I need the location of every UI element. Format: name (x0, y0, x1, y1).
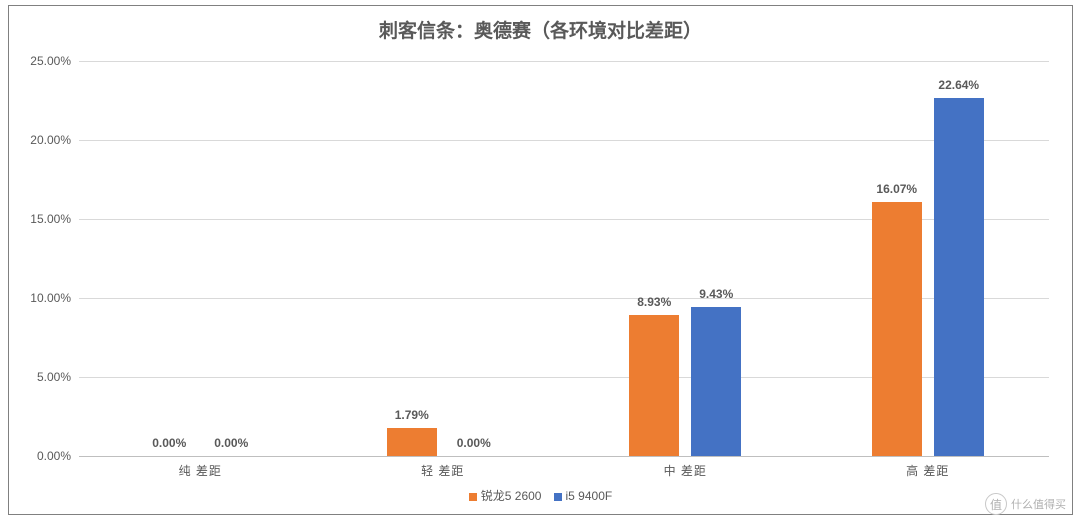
x-axis-label: 纯 差距 (179, 462, 222, 479)
legend-item: 锐龙5 2600 (469, 487, 542, 504)
chart-title: 刺客信条：奥德赛（各环境对比差距） (9, 16, 1072, 43)
bar: 16.07% (872, 202, 922, 456)
legend-swatch (554, 493, 562, 501)
y-axis-label: 15.00% (30, 212, 71, 226)
legend-swatch (469, 493, 477, 501)
y-axis-label: 20.00% (30, 133, 71, 147)
bar-value-label: 0.00% (152, 436, 186, 450)
bar-value-label: 0.00% (214, 436, 248, 450)
y-axis-label: 5.00% (37, 370, 71, 384)
y-axis-label: 10.00% (30, 291, 71, 305)
bar-value-label: 8.93% (637, 295, 671, 309)
legend-label: i5 9400F (566, 489, 613, 503)
watermark-badge: 值 (985, 493, 1007, 515)
bar-value-label: 16.07% (876, 182, 917, 196)
x-axis-label: 高 差距 (906, 462, 949, 479)
bar-value-label: 9.43% (699, 287, 733, 301)
plot-area: 0.00%5.00%10.00%15.00%20.00%25.00%纯 差距0.… (79, 61, 1049, 456)
bar: 1.79% (387, 428, 437, 456)
bar: 8.93% (629, 315, 679, 456)
gridline (79, 61, 1049, 62)
y-axis-label: 0.00% (37, 449, 71, 463)
y-axis-label: 25.00% (30, 54, 71, 68)
watermark-text: 什么值得买 (1011, 496, 1066, 512)
chart-container: 刺客信条：奥德赛（各环境对比差距） 0.00%5.00%10.00%15.00%… (8, 5, 1073, 515)
bar-value-label: 1.79% (395, 408, 429, 422)
bar: 22.64% (934, 98, 984, 456)
legend: 锐龙5 2600 i5 9400F (9, 487, 1072, 504)
legend-item: i5 9400F (554, 489, 613, 503)
bar-value-label: 22.64% (938, 78, 979, 92)
gridline (79, 456, 1049, 457)
watermark: 值 什么值得买 (985, 493, 1066, 515)
gridline (79, 140, 1049, 141)
x-axis-label: 中 差距 (664, 462, 707, 479)
legend-label: 锐龙5 2600 (481, 489, 542, 503)
x-axis-label: 轻 差距 (421, 462, 464, 479)
bar-value-label: 0.00% (457, 436, 491, 450)
bar: 9.43% (691, 307, 741, 456)
